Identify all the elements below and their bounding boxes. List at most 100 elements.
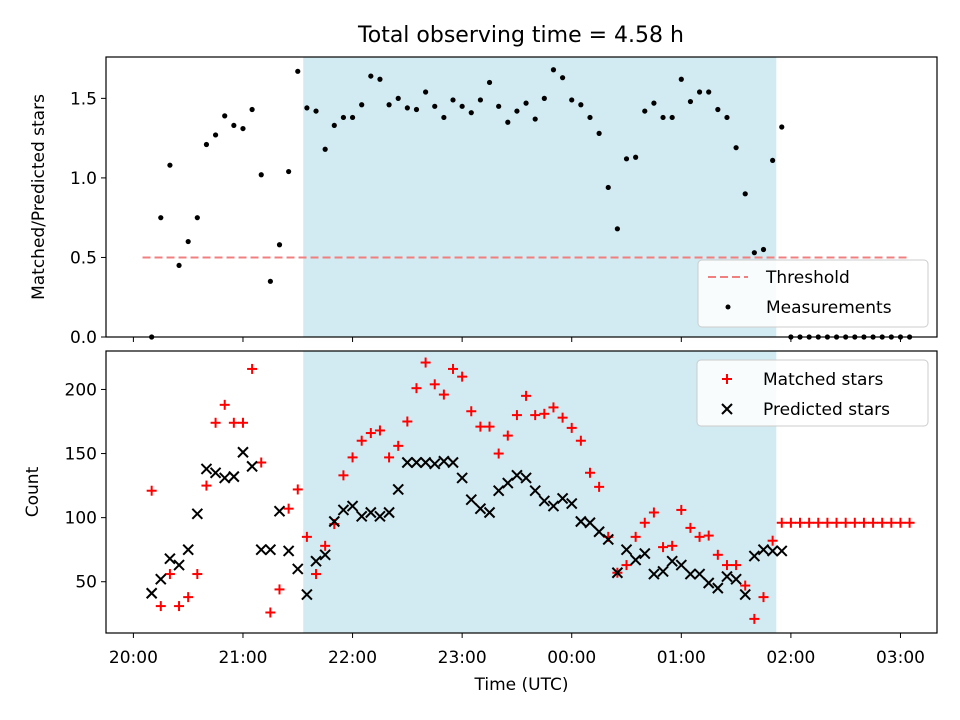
matched-point [685,522,696,533]
predicted-point-b [328,515,341,528]
predicted-point [264,543,277,556]
measurement-point [596,130,602,136]
measurement-point [660,114,666,121]
predicted-point [629,554,642,566]
predicted-point [483,506,496,519]
measurement-point [413,106,420,113]
matched-point [174,601,185,612]
matched-legend-label: Matched stars [763,370,883,390]
matched-point [164,569,175,580]
measurement-point [194,215,200,221]
top-legend-box [697,259,929,328]
matched-point [639,517,650,528]
predicted-point-b [602,533,614,546]
x-ticks: 20:00 21:00 22:00 23:00 00:00 01:00 02:00 03:00 [109,337,925,668]
predicted-point-b [173,559,185,571]
matched-point [840,517,851,528]
predicted-legend-label: Predicted stars [763,400,890,420]
matched-point [539,408,550,419]
predicted-point-b [474,502,487,515]
matched-point [411,383,422,394]
predicted-point [602,533,614,546]
predicted-point [438,455,450,467]
predicted-point [492,485,505,497]
matched-legend-marker [722,374,732,384]
matched-point [155,601,166,612]
matched-point [676,504,687,515]
top-y-tick-label: 1.0 [70,169,97,189]
measurement-point [304,105,310,111]
predicted-point [319,549,331,561]
chart-title: Total observing time = 4.58 h [357,23,684,48]
predicted-point [392,483,404,496]
matched-point [466,406,477,417]
predicted-point [465,493,477,506]
predicted-point [310,555,322,567]
measurement-point [386,102,392,108]
top-observing-window [303,57,777,337]
matched-point [630,531,641,542]
predicted-legend-marker [721,403,733,415]
measurement-point [459,103,465,109]
measurement-point [441,114,447,121]
matched-point [858,517,869,528]
predicted-point-b [447,456,459,469]
measurement-point [222,113,228,119]
measurement-point [541,95,547,101]
matched-point [365,428,376,439]
predicted-point [529,485,541,497]
matched-point [895,517,906,528]
predicted-point-b [145,587,158,599]
predicted-point [547,500,560,512]
measurement-point [642,108,648,114]
predicted-point [566,497,578,510]
x-axis-label: Time (UTC) [474,675,569,695]
predicted-point-b [401,456,414,469]
matched-point [776,517,787,528]
predicted-point [429,458,441,470]
predicted-point [155,573,167,585]
predicted-point [776,545,788,557]
predicted-point [748,550,761,562]
predicted-point-b [383,506,395,519]
predicted-point-b [456,472,468,484]
matched-point [749,613,760,624]
measurement-point [669,114,675,121]
bottom-panel: 50 100 150 200 20:00 21:00 22:00 23:00 00:00 01:… [23,337,938,695]
measurement-point [550,67,557,73]
matched-point [667,540,678,551]
predicted-point [145,587,158,599]
matched-point [228,417,239,428]
predicted-point-b [766,545,779,557]
predicted-point-b [712,582,724,594]
predicted-point-b [182,543,194,556]
predicted-point-b [292,563,304,575]
matched-point [265,607,276,618]
bottom-legend: Matched stars Predicted stars [696,359,929,427]
predicted-point [611,567,624,579]
predicted-point [173,559,185,571]
x-tick-label: 22:00 [328,648,377,668]
predicted-point-b [237,446,249,458]
measurement-point [751,250,757,256]
matched-point [146,485,157,496]
predicted-point [383,506,395,519]
measurement-point [404,105,410,111]
predicted-point [209,467,222,479]
bottom-y-tick-label: 150 [65,445,97,465]
matched-point [694,531,705,542]
measurement-point [532,116,538,122]
predicted-point [584,517,596,529]
predicted-point [191,508,204,520]
predicted-point-b [155,573,167,585]
matched-point [731,560,742,571]
predicted-point-b [757,543,770,556]
predicted-point-b [164,552,176,565]
matched-point [219,399,230,410]
measurement-point [395,95,401,101]
matched-point [210,417,221,428]
predicted-point-b [200,463,213,475]
measurement-point [359,102,365,108]
predicted-point [401,456,414,469]
